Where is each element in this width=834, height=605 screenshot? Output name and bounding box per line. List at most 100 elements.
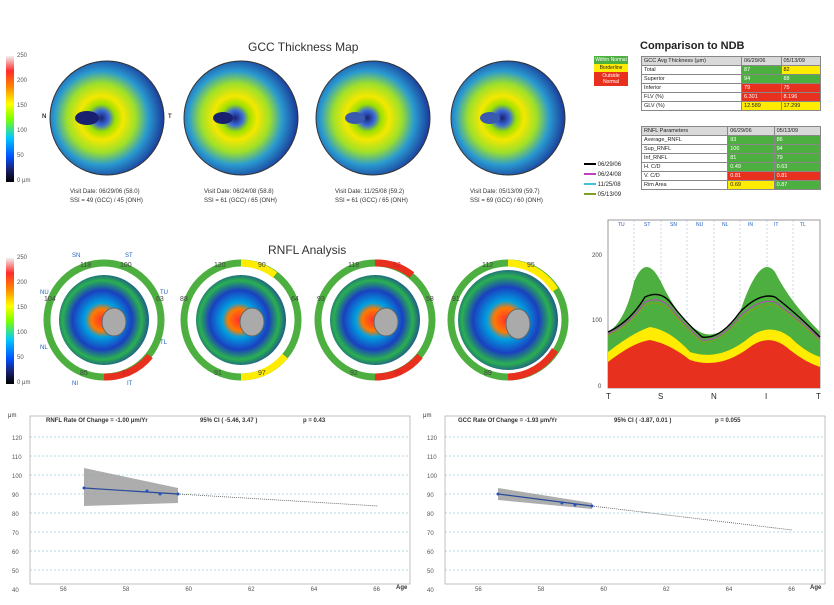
tsnit-x-i: I bbox=[765, 392, 767, 401]
rnfl-map-3 bbox=[314, 259, 436, 381]
rnfl-3-bot-r: 95 bbox=[394, 370, 402, 377]
cell-value: 0.81 bbox=[727, 171, 775, 181]
rnfl-2-bot-l: 91 bbox=[214, 370, 222, 377]
rnfl-3-bot-l: 92 bbox=[350, 370, 358, 377]
rnfl-trend-yaxis: 120 110 100 90 80 70 60 50 40 bbox=[12, 430, 22, 601]
gcc-scale-0: 0 μm bbox=[17, 178, 31, 184]
rnfl-2-right: 64 bbox=[291, 296, 299, 303]
quad-tl: TL bbox=[160, 340, 168, 346]
rnfl-scale-50: 50 bbox=[17, 355, 24, 361]
table-row: Superior 94 88 bbox=[640, 74, 821, 84]
table-row: Inferior 79 75 bbox=[640, 83, 821, 93]
nasal-label: N bbox=[42, 114, 47, 120]
legend-date-4-label: 05/13/09 bbox=[597, 192, 622, 198]
row-label: Average_RNFL bbox=[640, 135, 729, 145]
cell-value: 0.49 bbox=[727, 162, 775, 172]
gcc-trend-unit: μm bbox=[423, 413, 432, 419]
rnfl-ndb-header-date1: 06/29/06 bbox=[727, 126, 775, 136]
rnfl-trend-p: p = 0.43 bbox=[303, 418, 326, 424]
rnfl-ndb-header-label: RNFL Parameters bbox=[640, 126, 729, 136]
gcc-ndb-table: GCC Avg Thickness (μm) 06/29/06 05/13/09… bbox=[640, 56, 821, 111]
rnfl-3-top-l: 118 bbox=[348, 262, 360, 269]
cell-value: 0.87 bbox=[773, 180, 822, 190]
gcc-scale-100: 100 bbox=[17, 128, 28, 134]
tsnit-x-t1: T bbox=[606, 392, 611, 401]
quad-nl: NL bbox=[40, 345, 48, 351]
table-row: V. C/D 0.81 0.81 bbox=[640, 171, 822, 181]
rnfl-4-top-r: 95 bbox=[527, 262, 535, 269]
rnfl-4-top-l: 112 bbox=[482, 262, 494, 269]
tsnit-seg-tl: TL bbox=[800, 222, 806, 228]
cell-value: 86 bbox=[773, 135, 822, 145]
tsnit-y-100: 100 bbox=[592, 318, 603, 324]
y-tick: 70 bbox=[427, 531, 434, 537]
cell-value: 106 bbox=[727, 144, 775, 154]
x-tick: 66 bbox=[373, 587, 380, 593]
tsnit-seg-in: IN bbox=[748, 222, 753, 228]
legend-date-4: 05/13/09 bbox=[584, 190, 621, 200]
gcc-scale-150: 150 bbox=[17, 103, 28, 109]
rnfl-trend-ci: 95% CI ( -5.46, 3.47 ) bbox=[200, 418, 258, 424]
cell-value: 0.69 bbox=[727, 180, 775, 190]
rnfl-2-top-l: 120 bbox=[214, 262, 226, 269]
gcc-ndb-header-date1: 06/29/06 bbox=[741, 56, 782, 66]
cell-value: 12.589 bbox=[741, 101, 782, 111]
cell-value: 0.81 bbox=[773, 171, 822, 181]
x-tick: 56 bbox=[60, 587, 67, 593]
cell-value: 81 bbox=[727, 153, 775, 163]
rnfl-scale-0: 0 μm bbox=[17, 380, 31, 386]
legend-date-2: 06/24/08 bbox=[584, 170, 621, 180]
rnfl-ndb-table: RNFL Parameters 06/29/06 05/13/09 Averag… bbox=[640, 126, 822, 190]
gcc-map-3-info: Visit Date: 11/25/08 (59.2) SSI = 61 (GC… bbox=[335, 188, 408, 206]
cell-value: 17.299 bbox=[780, 101, 821, 111]
rnfl-scale-150: 150 bbox=[17, 305, 28, 311]
cell-value: 87 bbox=[741, 65, 782, 75]
quad-tu: TU bbox=[160, 290, 168, 296]
x-tick: 58 bbox=[537, 587, 545, 593]
date-line-legend: 06/29/06 06/24/08 11/25/08 05/13/09 bbox=[584, 160, 621, 200]
rnfl-3-top-r: 92 bbox=[393, 262, 401, 269]
tsnit-x-s: S bbox=[658, 392, 663, 401]
y-tick: 110 bbox=[427, 455, 437, 461]
y-tick: 40 bbox=[12, 588, 19, 594]
gcc-trend-p: p = 0.055 bbox=[715, 418, 741, 424]
tsnit-y-200: 200 bbox=[592, 253, 603, 259]
rnfl-scale-100: 100 bbox=[17, 330, 28, 336]
cell-value: 94 bbox=[773, 144, 822, 154]
tsnit-seg-nl: NL bbox=[722, 222, 729, 228]
y-tick: 70 bbox=[12, 531, 19, 537]
gcc-map-4-ssi: SSI = 69 (GCC) / 60 (ONH) bbox=[470, 198, 543, 204]
rnfl-1-bot-r: 81 bbox=[122, 370, 130, 377]
rnfl-2-left: 88 bbox=[180, 296, 188, 303]
row-label: Inferior bbox=[640, 83, 743, 93]
rnfl-1-left: 104 bbox=[44, 296, 56, 303]
cell-value: 94 bbox=[741, 74, 782, 84]
row-label: Inf_RNFL bbox=[640, 153, 729, 163]
table-row: Rim Area 0.69 0.87 bbox=[640, 180, 822, 190]
legend-date-1-label: 06/29/06 bbox=[597, 162, 622, 168]
legend-outside: Outside Normal bbox=[594, 72, 628, 86]
rnfl-3-left: 93 bbox=[317, 296, 325, 303]
quad-sn: SN bbox=[72, 253, 81, 259]
x-tick: 60 bbox=[600, 587, 607, 593]
y-tick: 100 bbox=[427, 474, 438, 480]
y-tick: 60 bbox=[427, 550, 434, 556]
gcc-scale-50: 50 bbox=[17, 153, 24, 159]
y-tick: 50 bbox=[12, 569, 19, 575]
rnfl-trend-xaxis: 56 58 60 62 64 66 bbox=[60, 587, 380, 593]
gcc-ndb-header-label: GCC Avg Thickness (μm) bbox=[640, 56, 743, 66]
rnfl-scale-200: 200 bbox=[17, 280, 28, 286]
quad-nu: NU bbox=[40, 290, 49, 296]
gcc-map-4-visit: Visit Date: 05/13/09 (59.7) bbox=[470, 189, 540, 195]
row-label: Total bbox=[640, 65, 743, 75]
rnfl-4-left: 91 bbox=[452, 296, 460, 303]
gcc-map-3-ssi: SSI = 61 (GCC) / 65 (ONH) bbox=[335, 198, 408, 204]
tsnit-chart: TU ST SN NU NL IN IT TL 200 100 0 T S N … bbox=[592, 219, 821, 401]
legend-date-3-label: 11/25/08 bbox=[597, 182, 621, 188]
legend-date-1: 06/29/06 bbox=[584, 160, 621, 170]
gcc-map-1-ssi: SSI = 49 (GCC) / 45 (ONH) bbox=[70, 198, 143, 204]
table-row: GLV (%) 12.589 17.299 bbox=[640, 101, 821, 111]
row-label: GLV (%) bbox=[640, 101, 743, 111]
gcc-ndb-header-date2: 05/13/09 bbox=[780, 56, 821, 66]
y-tick: 80 bbox=[12, 512, 19, 518]
